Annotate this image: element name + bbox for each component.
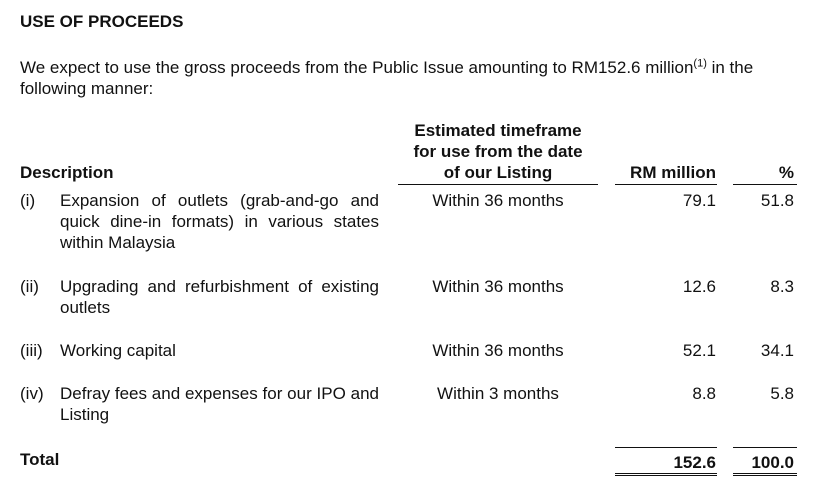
row-amount: 79.1 [682,191,716,210]
total-amount: 152.6 [673,453,716,472]
row-timeframe: Within 36 months [432,191,564,210]
header-rule [733,184,797,185]
total-double-rule [733,473,797,476]
heading: USE OF PROCEEDS [20,12,184,31]
intro-text: We expect to use the gross proceeds from… [20,58,694,77]
row-number: (iv) [20,384,44,403]
row-timeframe: Within 36 months [432,341,564,360]
row-timeframe: Within 3 months [437,384,559,403]
row-percent: 34.1 [760,341,794,360]
total-double-rule [615,473,717,476]
row-percent: 8.3 [770,277,794,296]
total-rule [615,447,717,448]
intro-tail: in the following manner: [20,58,754,98]
row-amount: 8.8 [692,384,716,403]
footnote-ref: (1) [693,57,707,70]
header-rule [398,184,598,185]
header-description: Description [20,163,114,182]
row-amount: 52.1 [682,341,716,360]
row-description: Defray fees and expenses for our IPO and… [60,384,379,424]
total-label: Total [20,450,60,469]
header-percent: % [778,163,794,182]
row-number: (ii) [20,277,39,296]
row-percent: 5.8 [770,384,794,403]
header-timeframe: of our Listing [443,163,553,182]
row-percent: 51.8 [760,191,794,210]
header-amount: RM million [630,163,716,182]
header-timeframe: Estimated timeframe [414,121,582,140]
row-description: Expansion of outlets (grab-and-go and qu… [60,191,379,252]
row-amount: 12.6 [682,277,716,296]
total-rule [733,447,797,448]
row-description: Working capital [60,341,176,360]
header-timeframe: for use from the date [413,142,583,161]
intro: We expect to use the gross proceeds from… [20,57,810,99]
row-timeframe: Within 36 months [432,277,564,296]
row-number: (iii) [20,341,43,360]
total-percent: 100.0 [751,453,794,472]
header-rule [615,184,717,185]
row-number: (i) [20,191,36,210]
row-description: Upgrading and refurbishment of existing … [60,277,379,317]
